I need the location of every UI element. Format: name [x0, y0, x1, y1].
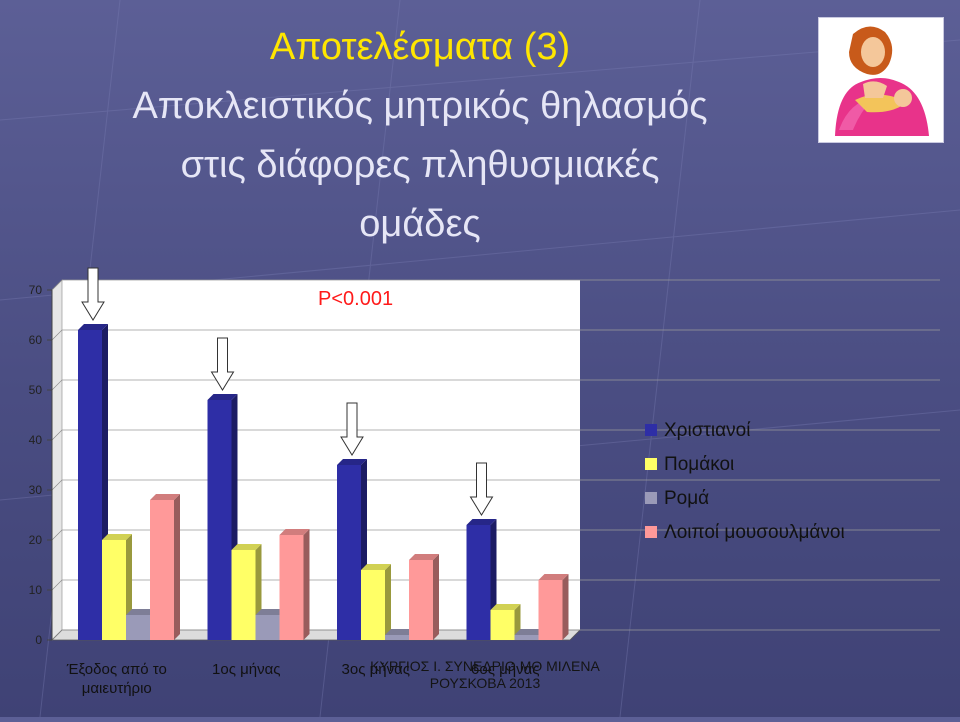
bar-top [361, 564, 391, 570]
title-line-3: στις διάφορες πληθυσμιακές [180, 144, 660, 186]
legend-swatch [645, 526, 657, 538]
bar-top [514, 629, 545, 635]
y-tick-label: 70 [29, 283, 43, 297]
title-line-1: Αποτελέσματα (3) [269, 26, 571, 68]
bar-top [490, 604, 521, 610]
gridline-depth [51, 379, 63, 391]
y-tick-label: 40 [29, 433, 43, 447]
slide-title: Αποτελέσματα (3) Αποκλειστικός μητρικός … [0, 18, 840, 254]
bar [337, 465, 361, 640]
bar-chart: 0 10 20 30 40 50 60 70 Έξοδος από το μαιευτήριο 1ο… [0, 255, 960, 717]
bar [538, 580, 563, 640]
plot-side-wall [51, 279, 63, 641]
y-tick-label: 60 [29, 333, 43, 347]
bar [466, 525, 491, 640]
x-category-label: μαιευτήριο [82, 680, 152, 697]
down-arrow-icon [469, 462, 494, 516]
y-tick-label: 30 [29, 483, 43, 497]
x-category-label: 3ος μήνας [342, 661, 410, 678]
bar-top [126, 609, 156, 615]
bar-top [538, 574, 569, 580]
title-line-2: Αποκλειστικός μητρικός θηλασμός [132, 85, 708, 127]
bar-top [409, 554, 439, 560]
gridline-depth [51, 329, 63, 341]
y-tick-label: 50 [29, 383, 43, 397]
bar-top [337, 459, 367, 465]
footer-caption: ΚΥΡΓΙΟΣ Ι. ΣΥΝΕΔΡΙΟ ΜΘ ΜΙΛΕΝΑ ΡΟΥΣΚΟΒΑ 2… [355, 658, 615, 692]
bar [207, 400, 232, 640]
gridline-depth [51, 529, 63, 541]
title-line-4: ομάδες [359, 203, 481, 245]
bar-top [78, 324, 108, 330]
x-category-label: 1ος μήνας [212, 661, 280, 678]
bar [231, 550, 256, 640]
bar-top [279, 529, 310, 535]
legend-label: Πομάκοι [664, 454, 734, 475]
y-tick-label: 0 [35, 633, 42, 647]
bar-side [562, 574, 569, 640]
bar-side [174, 494, 180, 640]
p-value-annotation: P<0.001 [318, 288, 393, 310]
bar-side [433, 554, 439, 640]
legend-label: Λοιποί μουσουλμάνοι [664, 522, 845, 543]
x-category-label: 6ος μήνας [471, 661, 539, 678]
bar [126, 615, 150, 640]
bar-top [466, 519, 497, 525]
footer-line-1: ΚΥΡΓΙΟΣ Ι. ΣΥΝΕΔΡΙΟ ΜΘ ΜΙΛΕΝΑ [370, 658, 600, 674]
bar-side [303, 529, 310, 640]
bar-top [255, 609, 286, 615]
bar-top [102, 534, 132, 540]
bar [150, 500, 174, 640]
bar [490, 610, 515, 640]
legend-label: Ρομά [664, 488, 709, 509]
bar [78, 330, 102, 640]
bar [361, 570, 385, 640]
plot-back-wall [62, 280, 580, 630]
bar-chart-svg: 0 10 20 30 40 50 60 70 Έξοδος από το μαιευτήριο 1ο… [29, 267, 940, 697]
bar [255, 615, 280, 640]
bar [279, 535, 304, 640]
bar [409, 560, 433, 640]
gridline-depth [51, 279, 63, 291]
legend-swatch [645, 458, 657, 470]
legend-swatch [645, 492, 657, 504]
bar-side [385, 564, 391, 640]
bar [102, 540, 126, 640]
down-arrow-icon [340, 402, 364, 456]
bar-top [150, 494, 180, 500]
bar-top [231, 544, 262, 550]
breastfeeding-mother-illustration [818, 17, 944, 143]
bar-top [207, 394, 238, 400]
y-tick-label: 20 [29, 533, 43, 547]
gridline-depth [51, 479, 63, 491]
footer-line-2: ΡΟΥΣΚΟΒΑ 2013 [429, 675, 541, 691]
bar-top [385, 629, 415, 635]
gridline-depth [51, 579, 63, 591]
legend-swatch [645, 424, 657, 436]
gridline-depth [51, 629, 63, 641]
legend-label: Χριστιανοί [664, 420, 751, 441]
down-arrow-icon [81, 267, 105, 321]
bar [385, 635, 409, 640]
down-arrow-icon [210, 337, 235, 391]
gridline-depth [51, 429, 63, 441]
x-category-label: Έξοδος από το [66, 661, 167, 678]
bar [514, 635, 539, 640]
y-tick-label: 10 [29, 583, 43, 597]
